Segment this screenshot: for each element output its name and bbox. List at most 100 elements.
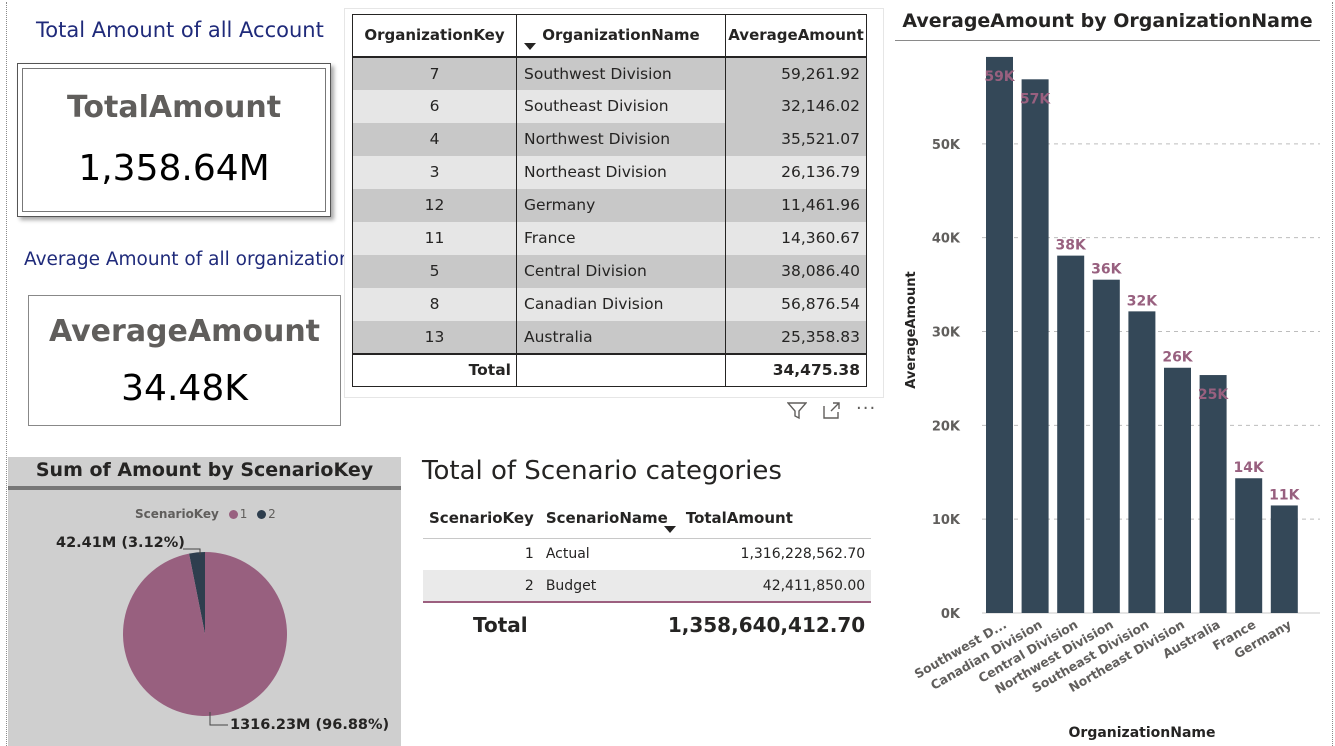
org-name-cell: Australia [516,320,726,354]
header-organization-key[interactable]: OrganizationKey [352,14,517,58]
scenario-table[interactable]: ScenarioKey ScenarioName TotalAmount 1 Ac… [423,500,872,646]
bar-data-label: 11K [1269,487,1300,503]
scenario-name-cell: Actual [545,546,590,563]
total-amount-label: TotalAmount [66,90,282,125]
bar-chart-title: AverageAmount by OrganizationName [902,10,1313,32]
org-amount-cell: 35,521.07 [725,122,867,156]
table-row[interactable]: 11 France 14,360.67 [352,221,867,255]
scenario-total-label: Total [473,612,528,637]
sort-descending-icon[interactable] [524,42,536,50]
x-axis-label: OrganizationName [1069,725,1216,741]
report-canvas [6,2,1333,746]
total-empty-cell [516,352,726,387]
org-key-cell: 5 [352,254,517,288]
table-row[interactable]: 12 Germany 11,461.96 [352,188,867,222]
org-name-cell: Central Division [516,254,726,288]
header-organization-name[interactable]: OrganizationName [516,14,726,58]
org-key-cell: 12 [352,188,517,222]
y-tick-label: 50K [932,138,961,153]
org-amount-cell: 59,261.92 [725,56,867,90]
org-key-cell: 6 [352,89,517,123]
header-scenario-key[interactable]: ScenarioKey [423,500,540,539]
pie-data-label-2: 42.41M (3.12%) [56,535,185,551]
pie-slice-2[interactable] [189,552,205,634]
y-axis-label: AverageAmount [904,271,919,388]
table-row[interactable]: 8 Canadian Division 56,876.54 [352,287,867,321]
scenario-key-cell: 2 [423,570,540,603]
org-amount-cell: 11,461.96 [725,188,867,222]
bar-data-label: 59K [984,69,1015,85]
bar[interactable] [1057,255,1085,613]
org-name-cell: Southwest Division [516,56,726,90]
header-scenario-name[interactable]: ScenarioName [539,500,676,539]
table-row[interactable]: 5 Central Division 38,086.40 [352,254,867,288]
organization-table: OrganizationKey OrganizationName Average… [352,14,867,387]
bar-chart-svg[interactable]: 0K 10K 20K 30K 40K 50K AverageAmount Organizati… [880,40,1330,746]
bar[interactable] [1270,505,1298,613]
org-key-cell: 7 [352,56,517,90]
org-name-cell: Germany [516,188,726,222]
scenario-amount-cell: 42,411,850.00 [667,570,872,603]
filter-icon[interactable] [786,402,808,425]
y-tick-label: 20K [932,419,961,434]
org-name-cell: Northwest Division [516,122,726,156]
org-name-cell: France [516,221,726,255]
organization-table-visual[interactable]: OrganizationKey OrganizationName Average… [344,8,884,398]
org-key-cell: 11 [352,221,517,255]
bar-data-label: 38K [1056,238,1087,254]
table-row[interactable]: 3 Northeast Division 26,136.79 [352,155,867,189]
total-value: 34,475.38 [725,352,867,387]
header-organization-name-label: OrganizationName [542,26,700,45]
legend-item-2[interactable]: 2 [268,507,276,521]
org-name-cell: Canadian Division [516,287,726,321]
bar-data-label: 25K [1198,387,1229,403]
pie-legend-title: ScenarioKey [135,507,219,521]
bar[interactable] [1235,478,1263,613]
pie-chart-visual[interactable]: Sum of Amount by ScenarioKey ScenarioKey… [8,457,401,746]
table-row[interactable]: 1 Actual 1,316,228,562.70 [423,538,871,570]
org-amount-cell: 56,876.54 [725,287,867,321]
more-options-icon[interactable]: ··· [856,398,877,419]
org-key-cell: 8 [352,287,517,321]
org-amount-cell: 25,358.83 [725,320,867,354]
y-tick-label: 40K [932,232,961,247]
legend-marker-2 [257,510,267,519]
legend-marker-1 [228,510,238,519]
average-amount-card[interactable]: AverageAmount 34.48K [28,295,341,426]
bar[interactable] [1021,79,1049,613]
bar[interactable] [1128,311,1156,613]
bar[interactable] [986,56,1013,613]
org-key-cell: 13 [352,320,517,354]
bar[interactable] [1199,375,1227,613]
table-row[interactable]: 4 Northwest Division 35,521.07 [352,122,867,156]
legend-item-1[interactable]: 1 [239,507,248,521]
bar[interactable] [1092,279,1120,613]
total-amount-title: Total Amount of all Account [36,18,324,42]
total-amount-card[interactable]: TotalAmount 1,358.64M [17,63,331,217]
header-average-amount[interactable]: AverageAmount [725,14,867,58]
scenario-name-cell: Budget [539,570,668,603]
average-amount-label: AverageAmount [48,314,321,349]
pie-data-label-1: 1316.23M (96.88%) [230,717,390,733]
table-row[interactable]: 13 Australia 25,358.83 [352,320,867,354]
scenario-key-cell: 1 [524,546,534,563]
average-amount-value: 34.48K [121,368,248,409]
bar[interactable] [1164,367,1191,613]
org-amount-cell: 14,360.67 [725,221,867,255]
average-amount-title: Average Amount of all organization [24,249,351,270]
table-row[interactable]: 6 Southeast Division 32,146.02 [352,89,867,123]
org-amount-cell: 38,086.40 [725,254,867,288]
focus-mode-icon[interactable] [822,402,842,425]
org-key-cell: 3 [352,155,517,189]
pie-chart-svg [123,548,287,726]
total-amount-value: 1,358.64M [78,148,270,189]
pie-slice-1[interactable] [123,552,287,716]
table-row[interactable]: 7 Southwest Division 59,261.92 [352,56,867,90]
bar-data-label: 26K [1162,350,1193,366]
pie-leader-line-1 [209,712,228,726]
table-row[interactable]: 2 Budget 42,411,850.00 [423,570,872,603]
header-total-amount[interactable]: TotalAmount [667,500,872,539]
y-tick-label: 30K [932,326,961,341]
y-tick-label: 0K [941,607,961,622]
org-name-cell: Southeast Division [516,89,726,123]
